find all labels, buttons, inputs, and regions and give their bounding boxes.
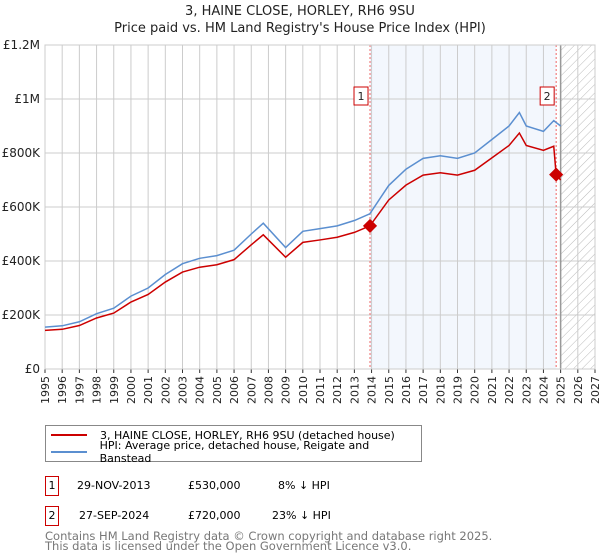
footer-line-2: This data is licensed under the Open Gov… xyxy=(45,539,412,553)
footer: Contains HM Land Registry data © Crown c… xyxy=(45,529,493,553)
chart: 1995 1996 1997 1998 1999 2000 2001 2002 2003 2004… xyxy=(2,38,600,404)
x-tick-label: 2022 xyxy=(503,376,516,404)
chart-subtitle: Price paid vs. HM Land Registry's House … xyxy=(114,21,486,36)
sale-point xyxy=(362,218,378,233)
annotation-label: 1 xyxy=(358,90,365,103)
x-tick-label: 2007 xyxy=(245,376,258,404)
x-tick-label: 1998 xyxy=(91,376,104,404)
chart-title: 3, HAINE CLOSE, HORLEY, RH6 9SU xyxy=(185,4,415,19)
legend: 3, HAINE CLOSE, HORLEY, RH6 9SU (detache… xyxy=(45,425,422,465)
x-tick-label: 2013 xyxy=(348,376,361,404)
transaction-price: £530,000 xyxy=(188,479,241,492)
y-tick-label: £600K xyxy=(2,200,42,214)
legend-hpi-label: HPI: Average price, detached house, Reig… xyxy=(99,439,370,465)
y-tick-label: £0 xyxy=(25,362,40,376)
series-line xyxy=(44,111,562,328)
y-tick-label: £400K xyxy=(2,254,42,268)
x-tick-label: 2002 xyxy=(159,376,172,404)
x-tick-label: 2009 xyxy=(280,376,293,404)
x-tick-label: 2018 xyxy=(434,376,447,404)
x-tick-label: 1996 xyxy=(56,376,69,404)
x-tick-label: 2023 xyxy=(520,376,533,404)
legend-property-line xyxy=(51,434,87,436)
x-tick-label: 2020 xyxy=(469,376,482,404)
transaction-number: 1 xyxy=(45,476,59,496)
annotation-box xyxy=(539,86,555,106)
x-tick-label: 2017 xyxy=(417,376,430,404)
y-tick-label: £200K xyxy=(2,308,42,322)
x-tick-label: 2004 xyxy=(194,376,207,404)
annotation-label: 2 xyxy=(544,90,551,103)
transaction-number: 2 xyxy=(45,506,59,526)
transaction-hpi: 23% ↓ HPI xyxy=(272,509,331,522)
x-tick-label: 2026 xyxy=(572,376,585,404)
x-tick-label: 2001 xyxy=(142,376,155,404)
transaction-date: 27-SEP-2024 xyxy=(79,509,150,522)
x-tick-label: 1997 xyxy=(73,376,86,404)
transaction-date: 29-NOV-2013 xyxy=(77,479,151,492)
x-tick-label: 1995 xyxy=(39,376,52,404)
x-tick-label: 1999 xyxy=(108,376,121,404)
x-tick-label: 2027 xyxy=(589,376,600,404)
series-line xyxy=(44,131,562,332)
x-tick-label: 2006 xyxy=(228,376,241,404)
legend-property-label: 3, HAINE CLOSE, HORLEY, RH6 9SU (detache… xyxy=(100,428,395,442)
legend-hpi-line xyxy=(51,451,87,453)
y-tick-label: £1M xyxy=(14,92,40,106)
footer-line-1: Contains HM Land Registry data © Crown c… xyxy=(45,529,493,543)
x-tick-label: 2019 xyxy=(452,376,465,404)
annotation-box xyxy=(353,86,369,106)
transaction-hpi: 8% ↓ HPI xyxy=(278,479,330,492)
x-tick-label: 2015 xyxy=(383,376,396,404)
x-tick-label: 2010 xyxy=(297,376,310,404)
x-tick-label: 2011 xyxy=(314,376,327,404)
x-tick-label: 2024 xyxy=(537,376,550,404)
x-tick-label: 2005 xyxy=(211,376,224,404)
transaction-row: 1 29-NOV-2013 £530,000 8% ↓ HPI xyxy=(45,476,445,498)
x-tick-label: 2014 xyxy=(366,376,379,404)
x-tick-label: 2008 xyxy=(262,376,275,404)
x-tick-label: 2021 xyxy=(486,376,499,404)
y-tick-label: £800K xyxy=(2,146,42,160)
x-tick-label: 2000 xyxy=(125,376,138,404)
transaction-price: £720,000 xyxy=(188,509,241,522)
x-tick-label: 2012 xyxy=(331,376,344,404)
x-tick-label: 2025 xyxy=(555,376,568,404)
x-tick-label: 2003 xyxy=(177,376,190,404)
y-tick-label: £1.2M xyxy=(3,38,40,52)
plot-border xyxy=(44,44,596,370)
sale-point xyxy=(549,167,564,182)
x-tick-label: 2016 xyxy=(400,376,413,404)
transaction-row: 2 27-SEP-2024 £720,000 23% ↓ HPI xyxy=(45,506,445,528)
